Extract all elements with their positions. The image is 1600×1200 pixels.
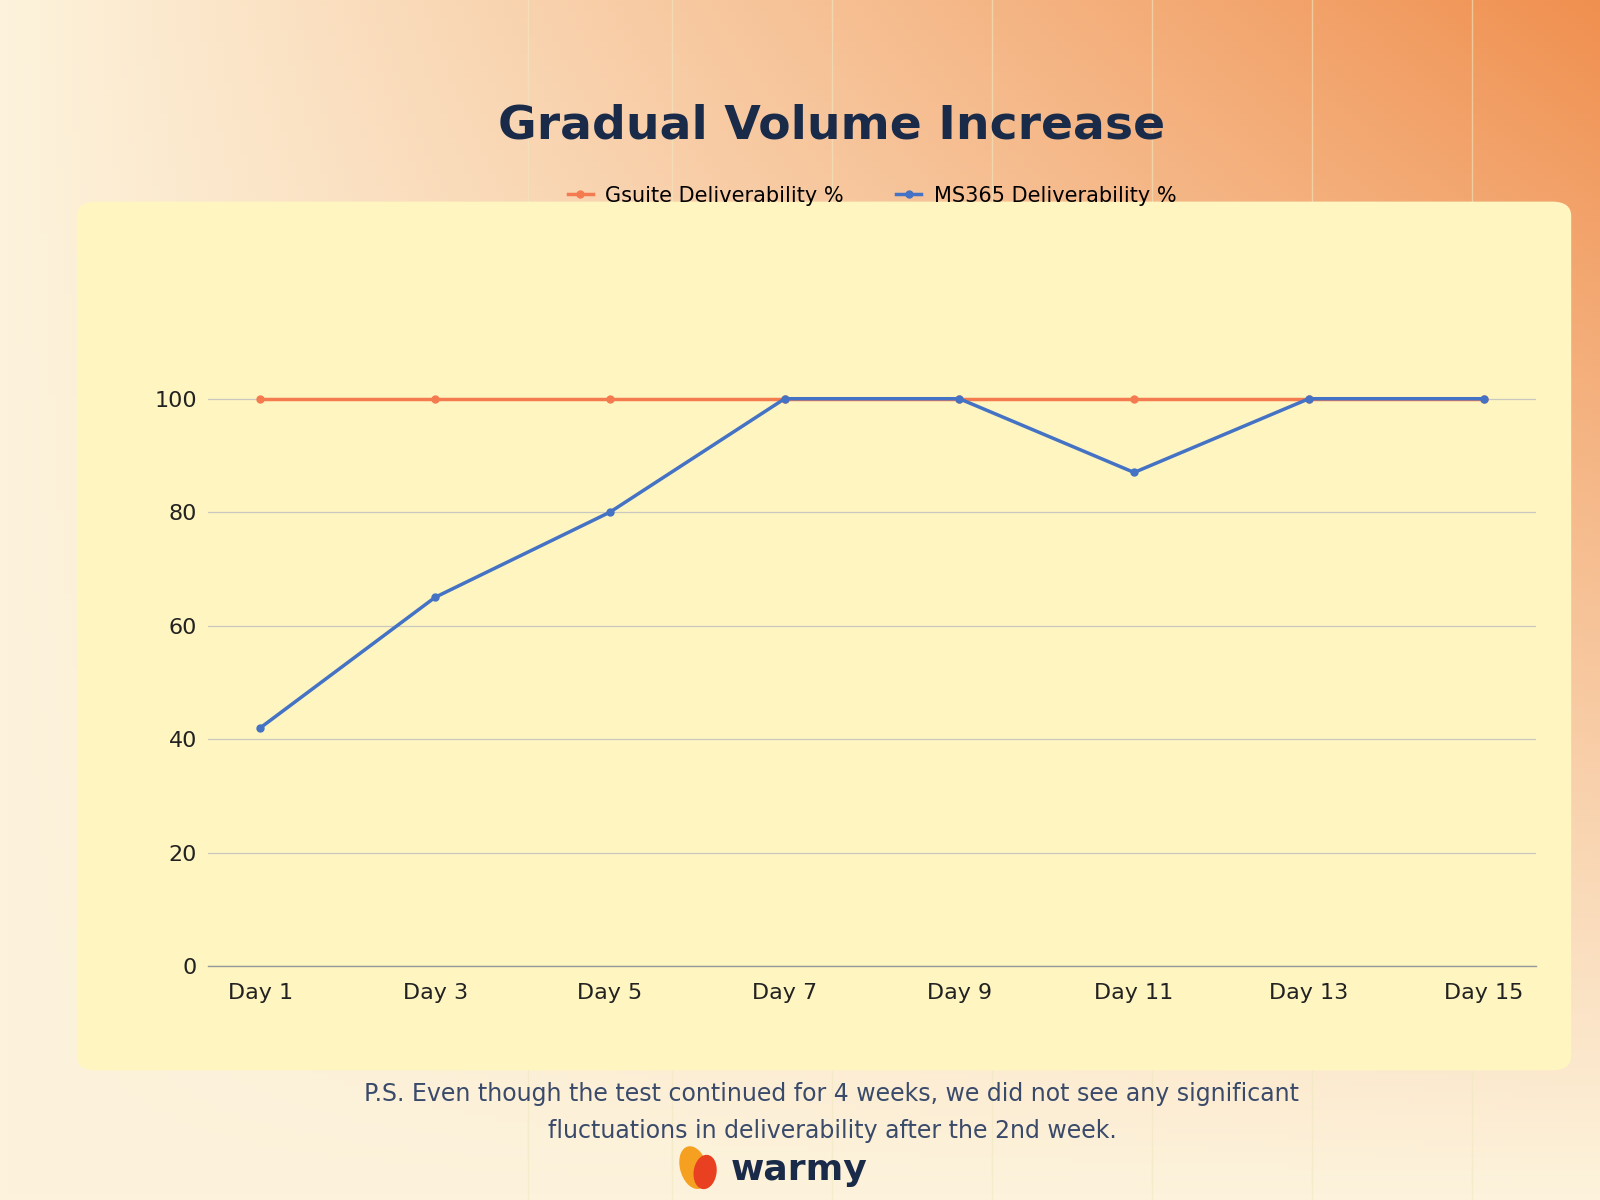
Gsuite Deliverability %: [774, 391, 794, 406]
MS365 Deliverability %: [426, 590, 445, 605]
MS365 Deliverability %: [251, 720, 270, 734]
Ellipse shape: [694, 1156, 717, 1188]
Line: MS365 Deliverability %: MS365 Deliverability %: [258, 395, 1486, 731]
Text: warmy: warmy: [731, 1153, 867, 1187]
MS365 Deliverability %: [774, 391, 794, 406]
MS365 Deliverability %: [1474, 391, 1493, 406]
Gsuite Deliverability %: [950, 391, 970, 406]
Legend: Gsuite Deliverability %, MS365 Deliverability %: Gsuite Deliverability %, MS365 Deliverab…: [560, 178, 1184, 215]
Gsuite Deliverability %: [600, 391, 619, 406]
MS365 Deliverability %: [1125, 466, 1144, 480]
Text: Gradual Volume Increase: Gradual Volume Increase: [499, 103, 1165, 149]
Text: P.S. Even though the test continued for 4 weeks, we did not see any significant
: P.S. Even though the test continued for …: [365, 1081, 1299, 1144]
Ellipse shape: [680, 1147, 707, 1188]
Gsuite Deliverability %: [1299, 391, 1318, 406]
Gsuite Deliverability %: [251, 391, 270, 406]
Line: Gsuite Deliverability %: Gsuite Deliverability %: [258, 395, 1486, 402]
MS365 Deliverability %: [950, 391, 970, 406]
Gsuite Deliverability %: [1125, 391, 1144, 406]
MS365 Deliverability %: [600, 505, 619, 520]
Gsuite Deliverability %: [1474, 391, 1493, 406]
MS365 Deliverability %: [1299, 391, 1318, 406]
Gsuite Deliverability %: [426, 391, 445, 406]
